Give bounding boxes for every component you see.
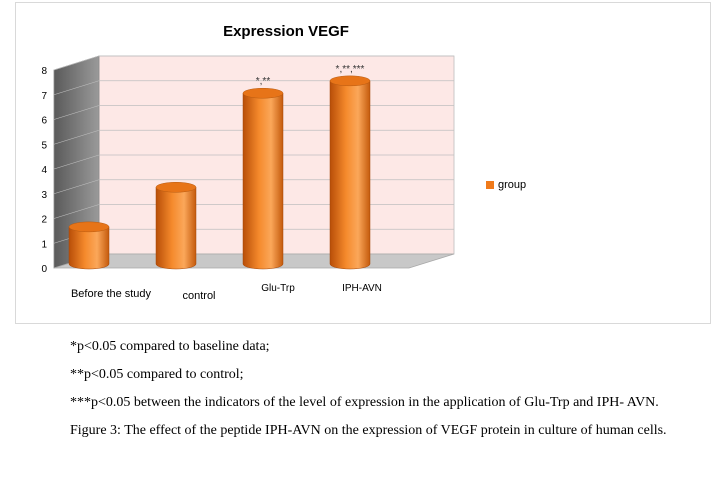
legend-swatch (486, 181, 494, 189)
gridline-side (53, 204, 100, 219)
chart-title: Expression VEGF (223, 23, 349, 40)
notes: *p<0.05 compared to baseline data; **p<0… (20, 333, 708, 445)
legend: group (486, 179, 526, 191)
x-tick-label: IPH-AVN (342, 283, 382, 294)
bar (329, 80, 371, 270)
bar-top (329, 75, 371, 87)
gridline-side (53, 105, 100, 120)
note-line-3: ***p<0.05 between the indicators of the … (70, 395, 659, 410)
x-tick-label: control (182, 290, 215, 302)
gridline-side (53, 80, 100, 96)
gridline-side (53, 179, 100, 195)
x-tick-label: Glu-Trp (261, 283, 295, 294)
note-line-1: *p<0.05 compared to baseline data; (70, 339, 270, 354)
legend-label: group (498, 179, 527, 191)
note-line-2: **p<0.05 compared to control; (70, 367, 244, 382)
y-tick-label: 1 (41, 239, 47, 250)
bar-annotation: *,**,*** (336, 64, 365, 75)
x-tick-label: Before the study (71, 288, 152, 300)
bar (242, 92, 284, 270)
y-tick-label: 4 (41, 165, 47, 176)
bar-top (68, 221, 110, 233)
figure-caption: Figure 3: The effect of the peptide IPH-… (70, 423, 667, 438)
bar (68, 226, 110, 270)
bar-annotation: *,** (256, 76, 271, 87)
gridline-side (53, 154, 100, 170)
y-tick-label: 2 (41, 215, 47, 226)
gridline-side (53, 129, 100, 145)
gridline-side (53, 55, 100, 71)
bar-top (155, 182, 197, 193)
y-tick-label: 6 (41, 116, 47, 127)
bar (155, 187, 197, 270)
y-tick-label: 3 (41, 190, 47, 201)
y-tick-label: 0 (41, 264, 47, 275)
chart-container: Expression VEGF 0 1 2 3 4 5 6 7 8 *,** *,**,*** Bef… (15, 2, 711, 324)
y-tick-label: 7 (41, 91, 47, 102)
bar-top (242, 87, 284, 99)
chart-plot: 0 1 2 3 4 5 6 7 8 *,** *,**,*** Before the study con… (41, 55, 455, 302)
y-tick-label: 5 (41, 140, 47, 151)
y-tick-label: 8 (41, 66, 47, 77)
